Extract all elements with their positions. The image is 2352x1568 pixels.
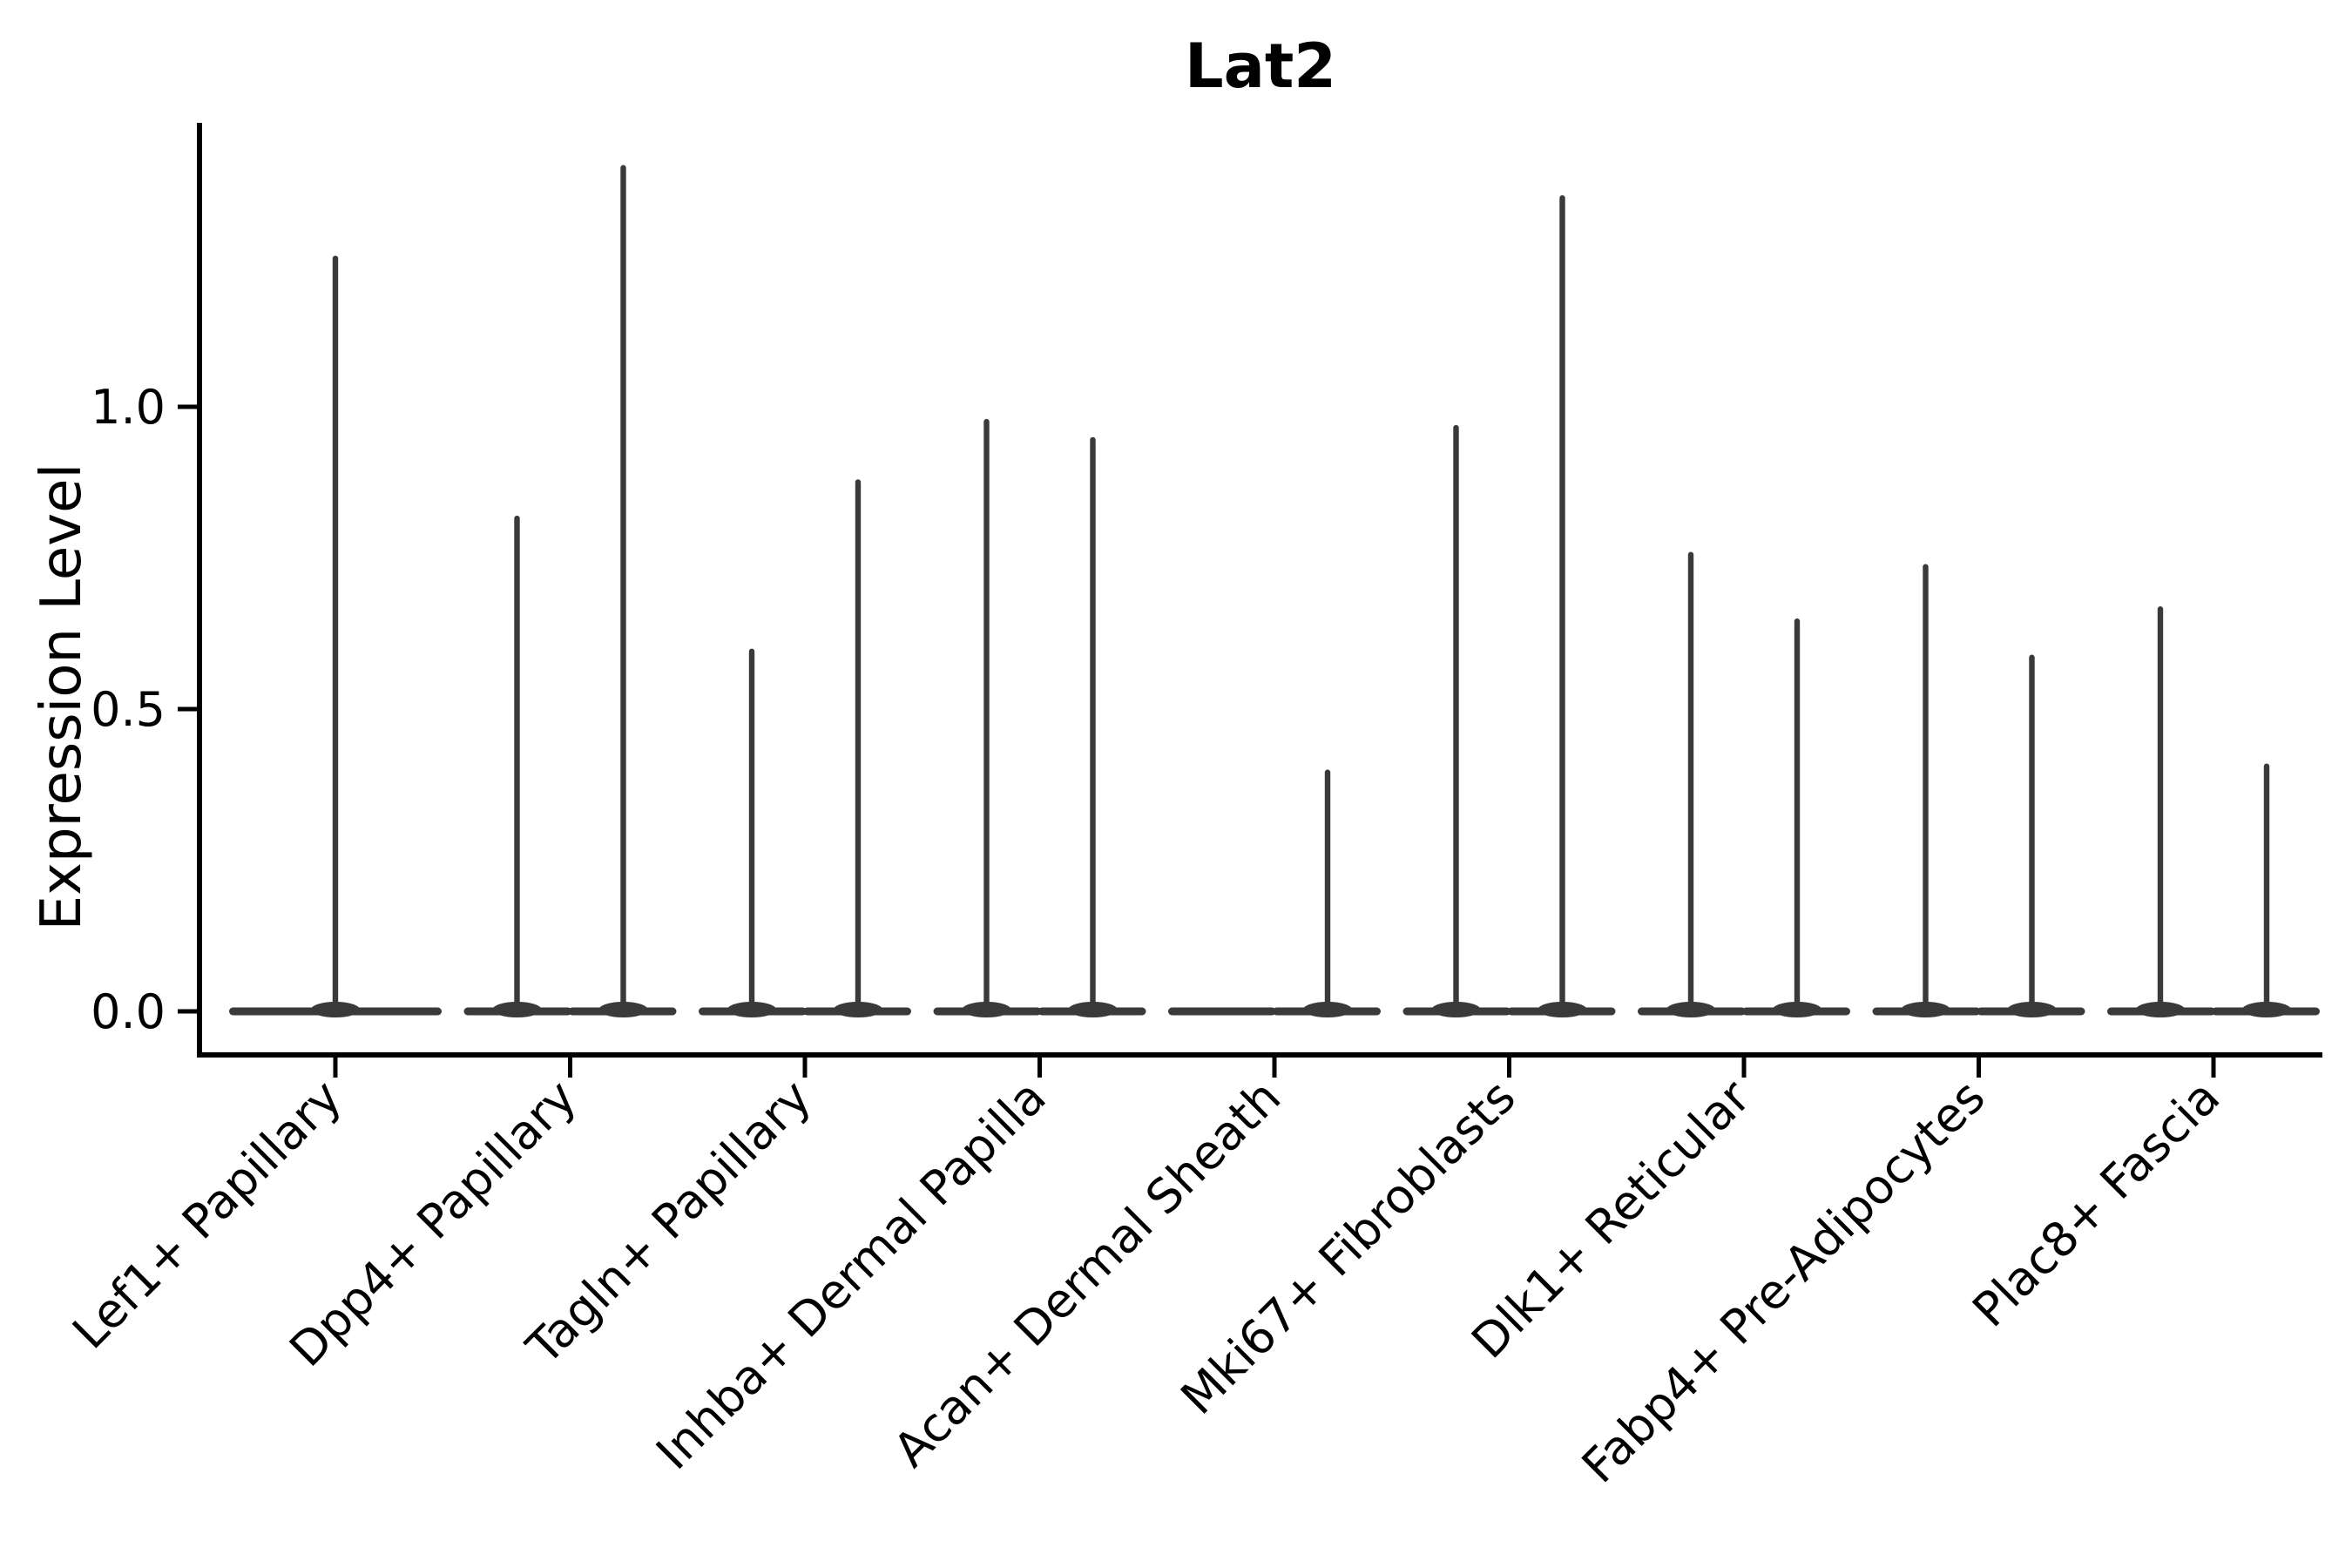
y-tick-label-0.0: 0.0 bbox=[91, 984, 166, 1039]
violin-spike bbox=[855, 479, 862, 1011]
violin-category bbox=[2107, 606, 2320, 1017]
violins-group bbox=[229, 165, 2320, 1017]
violin-spike bbox=[332, 255, 339, 1011]
violin-spike bbox=[620, 165, 626, 1011]
violin-category bbox=[463, 165, 677, 1017]
violin-spike bbox=[2263, 763, 2270, 1011]
violin-spike bbox=[983, 418, 990, 1011]
violin-spike bbox=[1923, 564, 1929, 1011]
violin-category bbox=[1402, 195, 1616, 1017]
violin-category bbox=[1638, 551, 1850, 1017]
x-axis-label: Fabp4+ Pre-Adipocytes bbox=[1571, 1070, 1996, 1494]
violin-category bbox=[1168, 769, 1381, 1017]
x-axis-label: Inhba+ Dermal Papilla bbox=[645, 1070, 1056, 1480]
violin-spike bbox=[1453, 424, 1459, 1011]
y-tick-label-1.0: 1.0 bbox=[91, 380, 166, 435]
y-axis-label: Expression Level bbox=[30, 463, 94, 931]
violin-spike bbox=[1794, 618, 1801, 1011]
violin-spike bbox=[514, 515, 520, 1011]
violin-spike bbox=[2029, 654, 2035, 1011]
violin-spike bbox=[1559, 195, 1565, 1012]
violin-baseline bbox=[1168, 1007, 1276, 1016]
violin-spike bbox=[2157, 606, 2164, 1011]
y-tick-label-0.5: 0.5 bbox=[91, 682, 166, 737]
plot-title: Lat2 bbox=[1185, 30, 1336, 102]
violin-spike bbox=[1090, 436, 1096, 1011]
x-axis-label: Plac8+ Fascia bbox=[1962, 1070, 2230, 1338]
violin-category bbox=[1872, 564, 2085, 1017]
violin-category bbox=[699, 479, 911, 1017]
violin-spike bbox=[748, 648, 755, 1011]
x-ticks-group bbox=[333, 1055, 2216, 1078]
violin-spike bbox=[1324, 769, 1331, 1011]
violin-category bbox=[229, 255, 442, 1017]
x-axis-label: Acan+ Dermal Sheath bbox=[883, 1070, 1291, 1477]
violin-category bbox=[933, 418, 1146, 1017]
violin-spike bbox=[1687, 551, 1694, 1011]
